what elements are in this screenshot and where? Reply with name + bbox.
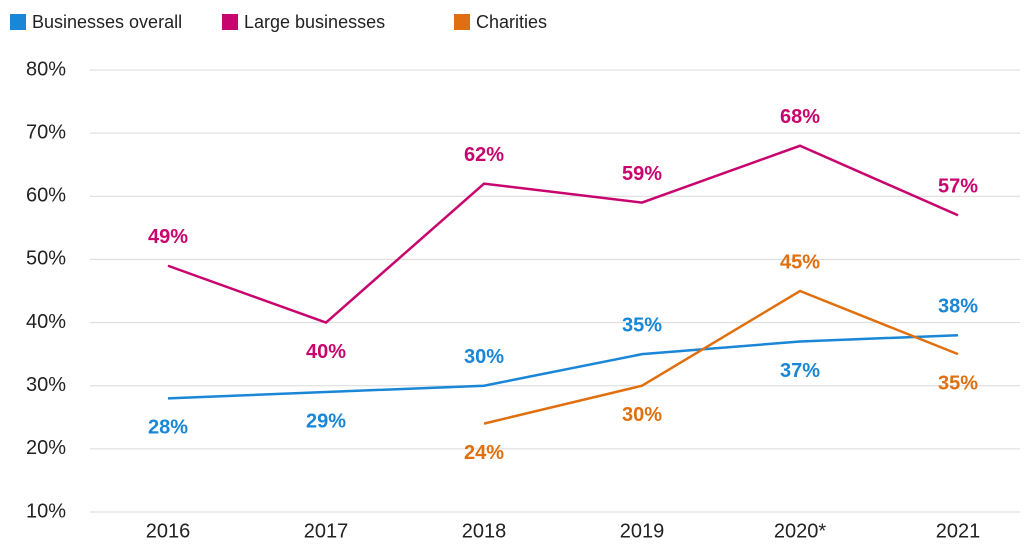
data-label: 62% [464, 144, 504, 166]
data-label: 30% [464, 346, 504, 368]
data-label: 35% [938, 372, 978, 394]
data-label: 24% [464, 442, 504, 464]
data-label: 29% [306, 410, 346, 432]
x-tick-label: 2016 [146, 520, 191, 542]
legend-label: Charities [476, 12, 547, 32]
legend-swatch [10, 14, 26, 30]
series-line [167, 144, 959, 324]
data-label: 59% [622, 163, 662, 185]
y-tick-label: 30% [26, 374, 66, 396]
y-tick-label: 60% [26, 185, 66, 207]
legend-label: Large businesses [244, 12, 385, 32]
data-label: 45% [780, 251, 820, 273]
data-label: 35% [622, 314, 662, 336]
data-label: 28% [148, 417, 188, 439]
y-tick-label: 40% [26, 311, 66, 333]
data-label: 49% [148, 226, 188, 248]
data-label: 40% [306, 341, 346, 363]
data-label: 37% [780, 360, 820, 382]
x-tick-label: 2018 [462, 520, 507, 542]
data-label: 68% [780, 106, 820, 128]
legend-swatch [454, 14, 470, 30]
series-line [167, 333, 959, 400]
x-tick-label: 2020* [774, 520, 826, 542]
x-tick-label: 2019 [620, 520, 665, 542]
y-tick-label: 80% [26, 58, 66, 80]
x-tick-label: 2021 [936, 520, 981, 542]
y-tick-label: 70% [26, 121, 66, 143]
y-tick-label: 20% [26, 437, 66, 459]
y-tick-label: 50% [26, 248, 66, 270]
x-tick-label: 2017 [304, 520, 349, 542]
data-label: 38% [938, 295, 978, 317]
data-label: 57% [938, 176, 978, 198]
data-label: 30% [622, 404, 662, 426]
y-tick-label: 10% [26, 500, 66, 522]
series-line [483, 289, 959, 425]
legend-swatch [222, 14, 238, 30]
legend-label: Businesses overall [32, 12, 182, 32]
